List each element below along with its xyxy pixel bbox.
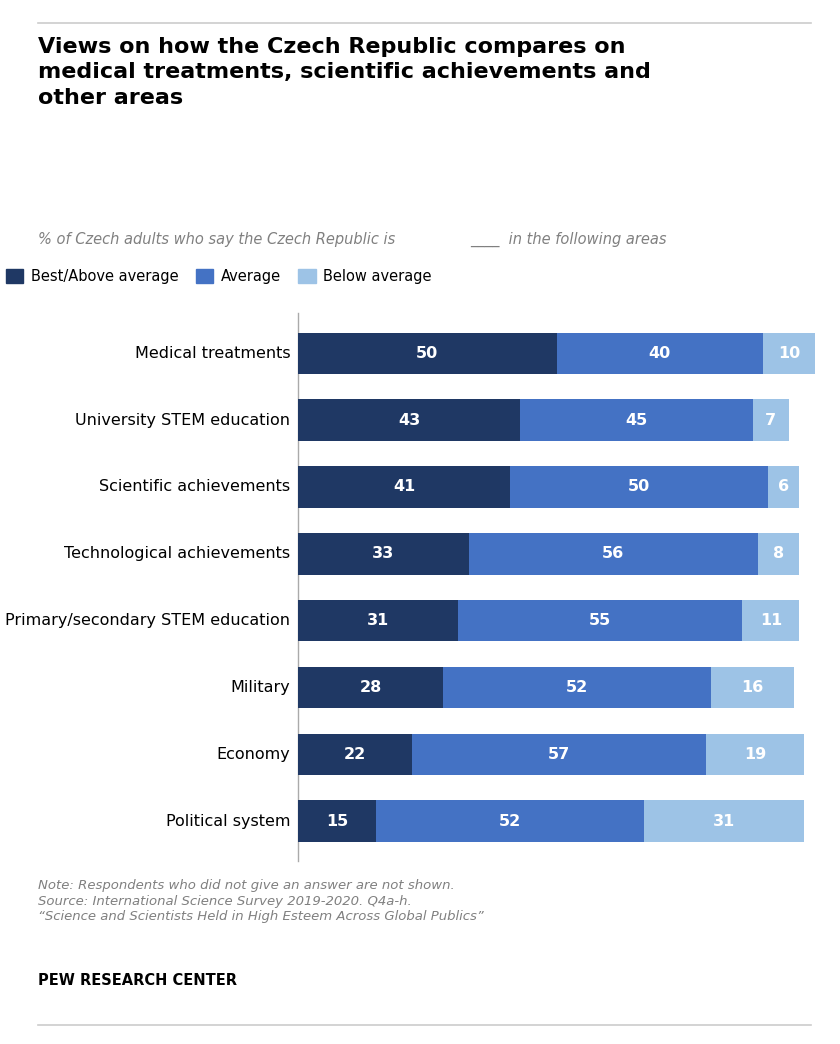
Bar bbox=[443, 667, 711, 708]
Bar bbox=[510, 467, 769, 507]
Bar bbox=[298, 600, 459, 641]
Bar bbox=[711, 667, 794, 708]
Text: 52: 52 bbox=[566, 680, 588, 695]
Text: Medical treatments: Medical treatments bbox=[135, 346, 291, 361]
Bar bbox=[298, 801, 375, 841]
Text: Primary/secondary STEM education: Primary/secondary STEM education bbox=[5, 613, 291, 628]
Text: in the following areas: in the following areas bbox=[504, 232, 666, 246]
Text: 45: 45 bbox=[626, 412, 648, 428]
Text: University STEM education: University STEM education bbox=[76, 412, 291, 428]
Text: 15: 15 bbox=[326, 813, 348, 829]
Text: 31: 31 bbox=[367, 613, 390, 628]
Bar bbox=[298, 734, 412, 775]
Text: “Science and Scientists Held in High Esteem Across Global Publics”: “Science and Scientists Held in High Est… bbox=[38, 910, 484, 923]
Text: 50: 50 bbox=[417, 346, 438, 361]
Bar bbox=[412, 734, 706, 775]
Bar bbox=[743, 600, 800, 641]
Bar bbox=[459, 600, 743, 641]
Text: 43: 43 bbox=[398, 412, 420, 428]
Text: 41: 41 bbox=[393, 479, 415, 495]
Bar bbox=[298, 467, 510, 507]
Text: Source: International Science Survey 2019-2020. Q4a-h.: Source: International Science Survey 201… bbox=[38, 895, 412, 907]
Bar bbox=[298, 533, 469, 574]
Text: 22: 22 bbox=[344, 746, 366, 762]
Text: Economy: Economy bbox=[217, 746, 291, 762]
Text: ____: ____ bbox=[470, 232, 500, 246]
Text: 50: 50 bbox=[628, 479, 650, 495]
Text: 52: 52 bbox=[499, 813, 521, 829]
Text: 10: 10 bbox=[778, 346, 800, 361]
Legend: Best/Above average, Average, Below average: Best/Above average, Average, Below avera… bbox=[6, 269, 432, 284]
Text: 16: 16 bbox=[742, 680, 764, 695]
Text: 6: 6 bbox=[778, 479, 790, 495]
Bar bbox=[706, 734, 805, 775]
Bar bbox=[469, 533, 758, 574]
Text: % of Czech adults who say the Czech Republic is: % of Czech adults who say the Czech Repu… bbox=[38, 232, 395, 246]
Bar bbox=[758, 533, 800, 574]
Text: 28: 28 bbox=[360, 680, 381, 695]
Text: Note: Respondents who did not give an answer are not shown.: Note: Respondents who did not give an an… bbox=[38, 879, 454, 892]
Text: 33: 33 bbox=[372, 546, 395, 562]
Text: Technological achievements: Technological achievements bbox=[65, 546, 291, 562]
Text: 11: 11 bbox=[759, 613, 782, 628]
Bar bbox=[763, 333, 815, 374]
Bar bbox=[298, 400, 520, 441]
Text: Political system: Political system bbox=[166, 813, 291, 829]
Text: Military: Military bbox=[231, 680, 291, 695]
Text: 7: 7 bbox=[765, 412, 776, 428]
Bar bbox=[298, 333, 557, 374]
Text: 31: 31 bbox=[713, 813, 736, 829]
Text: Scientific achievements: Scientific achievements bbox=[99, 479, 291, 495]
Bar bbox=[644, 801, 805, 841]
Bar bbox=[753, 400, 789, 441]
Text: 57: 57 bbox=[548, 746, 570, 762]
Text: 55: 55 bbox=[590, 613, 612, 628]
Text: Views on how the Czech Republic compares on
medical treatments, scientific achie: Views on how the Czech Republic compares… bbox=[38, 37, 651, 108]
Text: 40: 40 bbox=[648, 346, 671, 361]
Text: 56: 56 bbox=[602, 546, 624, 562]
Text: PEW RESEARCH CENTER: PEW RESEARCH CENTER bbox=[38, 973, 237, 988]
Bar bbox=[557, 333, 764, 374]
Text: 8: 8 bbox=[773, 546, 785, 562]
Bar bbox=[769, 467, 800, 507]
Text: 19: 19 bbox=[744, 746, 767, 762]
Bar bbox=[375, 801, 644, 841]
Bar bbox=[520, 400, 753, 441]
Bar bbox=[298, 667, 443, 708]
